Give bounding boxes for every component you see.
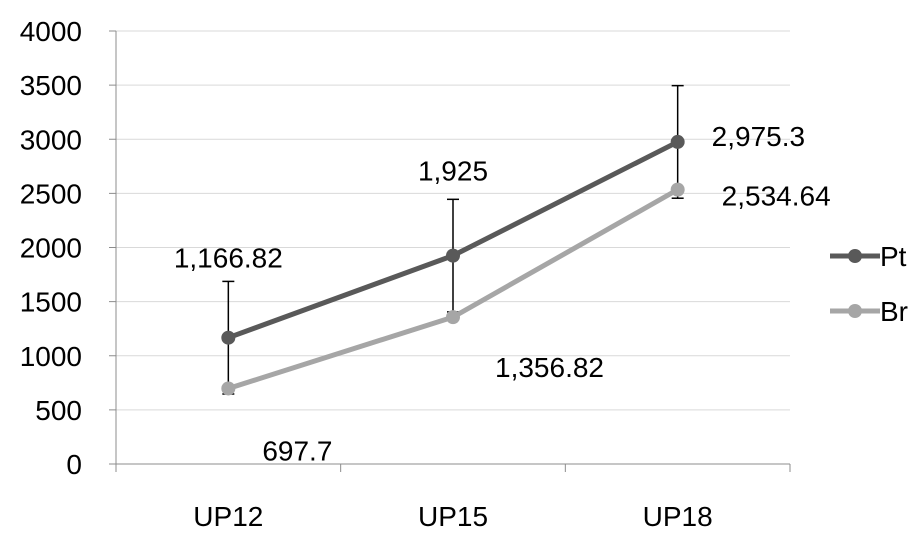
legend-marker [848, 304, 862, 318]
legend-label-br: Br [880, 296, 908, 327]
data-label: 2,975.3 [712, 121, 805, 152]
data-point [670, 134, 685, 149]
series-lines [221, 134, 685, 396]
x-tick-label: UP18 [643, 501, 713, 532]
y-tick-label: 2000 [20, 233, 82, 264]
y-tick-label: 1500 [20, 287, 82, 318]
y-tick-label: 3000 [20, 124, 82, 155]
y-tick-label: 0 [66, 449, 82, 480]
data-label: 1,356.82 [495, 352, 604, 383]
data-labels: 1,166.82 1,925 2,975.3 697.7 1,356.82 2,534.6… [174, 121, 831, 467]
legend-marker [848, 249, 862, 263]
legend-label-pt: Pt [880, 241, 907, 272]
y-tick-label: 4000 [20, 16, 82, 47]
data-label: 697.7 [262, 435, 332, 466]
data-point [446, 248, 460, 263]
y-axis: 0 500 1000 1500 2000 2500 3000 3500 4000 [20, 16, 117, 480]
y-tick-label: 1000 [20, 341, 82, 372]
data-label: 1,166.82 [174, 243, 283, 274]
legend: Pt Br [830, 241, 908, 327]
y-tick-label: 3500 [20, 70, 82, 101]
y-tick-label: 2500 [20, 178, 82, 209]
data-label: 1,925 [418, 156, 488, 187]
data-point [221, 330, 236, 345]
data-point [670, 182, 685, 197]
data-point [221, 381, 236, 396]
x-axis: UP12 UP15 UP18 [115, 463, 791, 532]
data-point [446, 310, 460, 325]
error-bars [222, 84, 684, 395]
data-label: 2,534.64 [722, 181, 831, 212]
x-tick-label: UP12 [193, 501, 263, 532]
y-tick-label: 500 [35, 395, 82, 426]
x-tick-label: UP15 [418, 501, 488, 532]
